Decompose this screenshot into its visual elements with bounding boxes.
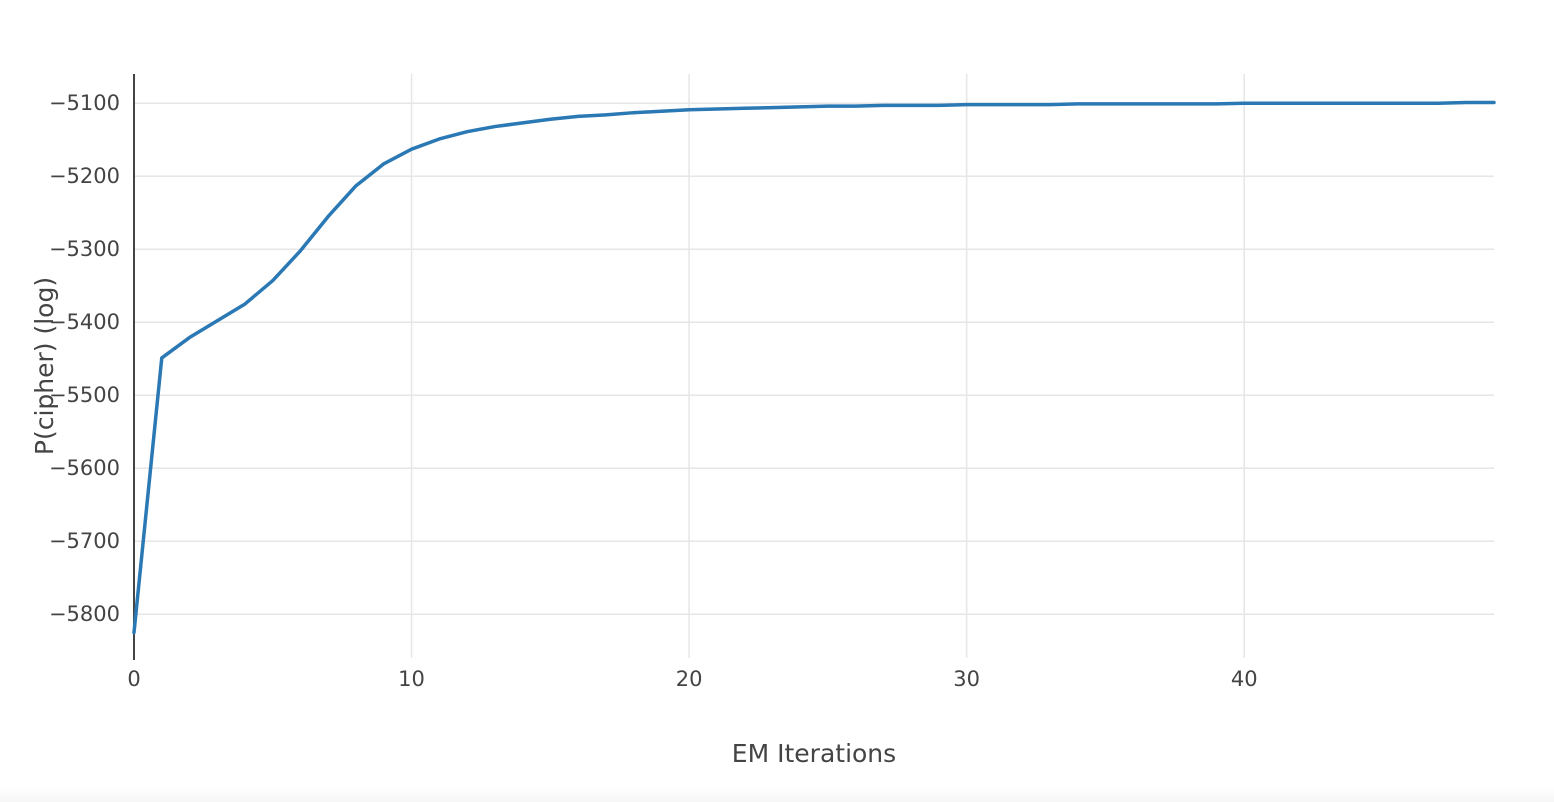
series-layer xyxy=(132,100,1496,635)
x-axis-title: EM Iterations xyxy=(732,739,896,768)
series-line xyxy=(132,100,1496,635)
y-tick-label: −5300 xyxy=(49,237,120,261)
y-tick-label: −5700 xyxy=(49,529,120,553)
page-footer-strip xyxy=(0,786,1554,802)
y-tick-label: −5600 xyxy=(49,456,120,480)
y-axis-title: P(cipher) (log) xyxy=(30,277,59,455)
y-tick-label: −5500 xyxy=(49,383,120,407)
x-tick-label: 10 xyxy=(398,667,425,691)
y-tick-label: −5400 xyxy=(49,310,120,334)
x-tick-label: 30 xyxy=(953,667,980,691)
grid-lines xyxy=(134,74,1494,658)
y-tick-label: −5100 xyxy=(49,91,120,115)
x-tick-label: 20 xyxy=(676,667,703,691)
y-tick-label: −5800 xyxy=(49,602,120,626)
x-tick-label: 0 xyxy=(127,667,140,691)
y-tick-label: −5200 xyxy=(49,164,120,188)
x-tick-label: 40 xyxy=(1231,667,1258,691)
tick-labels: 0 10 20 30 40 −5100 −5200 −5300 −5400 −5500 −5600 −… xyxy=(49,91,1258,691)
